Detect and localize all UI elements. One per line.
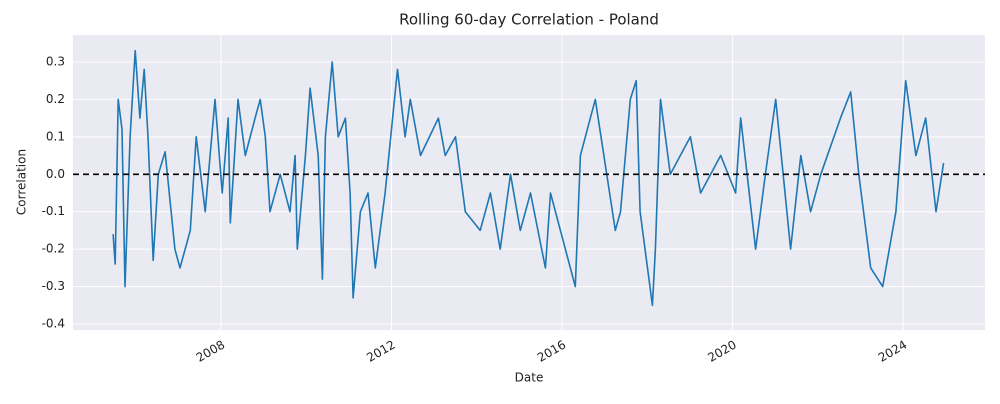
x-axis-label: Date: [515, 371, 544, 385]
x-tick-label: 2008: [194, 338, 227, 365]
x-tick-label: 2020: [705, 338, 738, 365]
y-tick-label: -0.4: [42, 317, 65, 331]
y-tick-label: 0.0: [46, 167, 65, 181]
y-tick-label: 0.3: [46, 54, 65, 68]
x-tick-label: 2012: [364, 338, 397, 365]
x-tick-label: 2024: [876, 338, 909, 365]
y-axis-label: Correlation: [15, 149, 29, 215]
y-tick-label: -0.3: [42, 279, 65, 293]
y-tick-label: -0.1: [42, 204, 65, 218]
chart-title: Rolling 60-day Correlation - Poland: [399, 11, 659, 29]
y-tick-label: 0.2: [46, 92, 65, 106]
plot-area: [73, 35, 985, 330]
x-tick-label: 2016: [535, 338, 568, 365]
y-tick-label: -0.2: [42, 242, 65, 256]
y-tick-label: 0.1: [46, 129, 65, 143]
